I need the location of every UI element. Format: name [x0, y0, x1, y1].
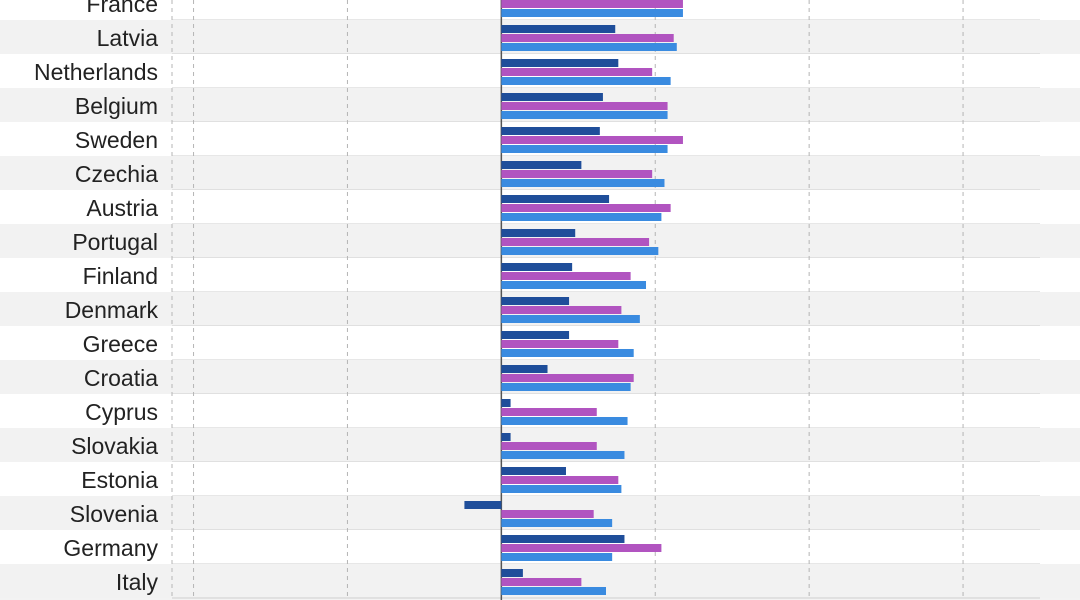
bar-series-2-cyprus	[501, 408, 597, 416]
category-label: Austria	[86, 195, 158, 221]
bar-series-2-italy	[501, 578, 582, 586]
category-labels: France Latvia Netherlands Belgium Sweden Czec…	[34, 0, 159, 595]
category-label: Greece	[83, 331, 158, 357]
bar-series-2-slovenia	[501, 510, 594, 518]
category-label: Czechia	[75, 161, 158, 187]
bar-series-1-austria	[501, 195, 610, 203]
bar-series-3-croatia	[501, 383, 631, 391]
bar-series-2-portugal	[501, 238, 650, 246]
bar-series-2-greece	[501, 340, 619, 348]
bars	[464, 0, 683, 595]
category-label: Germany	[63, 535, 158, 561]
category-label: Slovakia	[71, 433, 158, 459]
category-label: Croatia	[84, 365, 158, 391]
bar-series-1-greece	[501, 331, 570, 339]
bar-series-1-netherlands	[501, 59, 619, 67]
category-label: Denmark	[65, 297, 159, 323]
bar-series-3-germany	[501, 553, 613, 561]
bar-series-1-cyprus	[501, 399, 511, 407]
bar-series-1-slovenia	[464, 501, 502, 509]
bar-series-3-finland	[501, 281, 647, 289]
category-label: Netherlands	[34, 59, 158, 85]
bar-series-2-czechia	[501, 170, 653, 178]
category-label: Italy	[116, 569, 159, 595]
bar-series-3-slovakia	[501, 451, 625, 459]
bar-series-1-estonia	[501, 467, 566, 475]
bar-series-1-germany	[501, 535, 625, 543]
bar-series-2-finland	[501, 272, 631, 280]
bar-series-3-belgium	[501, 111, 668, 119]
category-label: Belgium	[75, 93, 158, 119]
bar-series-1-latvia	[501, 25, 616, 33]
category-label: Finland	[83, 263, 158, 289]
bar-series-1-italy	[501, 569, 523, 577]
bar-series-1-denmark	[501, 297, 570, 305]
bar-series-2-latvia	[501, 34, 674, 42]
category-label: France	[86, 0, 158, 17]
bar-series-3-netherlands	[501, 77, 671, 85]
category-label: Slovenia	[70, 501, 158, 527]
bar-series-3-greece	[501, 349, 634, 357]
bar-series-1-belgium	[501, 93, 603, 101]
bar-series-3-latvia	[501, 43, 677, 51]
bar-series-2-austria	[501, 204, 671, 212]
bar-series-3-france	[501, 9, 683, 17]
bar-series-2-france	[501, 0, 683, 8]
category-label: Latvia	[97, 25, 159, 51]
bar-series-1-sweden	[501, 127, 600, 135]
bar-series-2-denmark	[501, 306, 622, 314]
bar-series-2-slovakia	[501, 442, 597, 450]
bar-series-3-italy	[501, 587, 606, 595]
bar-series-1-finland	[501, 263, 573, 271]
bar-series-1-czechia	[501, 161, 582, 169]
bar-series-3-slovenia	[501, 519, 613, 527]
bar-series-2-estonia	[501, 476, 619, 484]
category-label: Cyprus	[85, 399, 158, 425]
bar-series-3-sweden	[501, 145, 668, 153]
category-label: Portugal	[72, 229, 158, 255]
category-label: Sweden	[75, 127, 158, 153]
bar-series-2-netherlands	[501, 68, 653, 76]
bar-series-3-cyprus	[501, 417, 628, 425]
bar-series-3-estonia	[501, 485, 622, 493]
bar-series-2-croatia	[501, 374, 634, 382]
bar-series-3-austria	[501, 213, 662, 221]
bar-series-2-germany	[501, 544, 662, 552]
bar-series-1-slovakia	[501, 433, 511, 441]
bar-series-3-portugal	[501, 247, 659, 255]
bar-series-2-belgium	[501, 102, 668, 110]
category-label: Estonia	[81, 467, 158, 493]
bar-series-3-czechia	[501, 179, 665, 187]
bar-series-2-sweden	[501, 136, 683, 144]
bar-series-1-croatia	[501, 365, 548, 373]
bar-series-1-portugal	[501, 229, 576, 237]
bar-series-3-denmark	[501, 315, 640, 323]
